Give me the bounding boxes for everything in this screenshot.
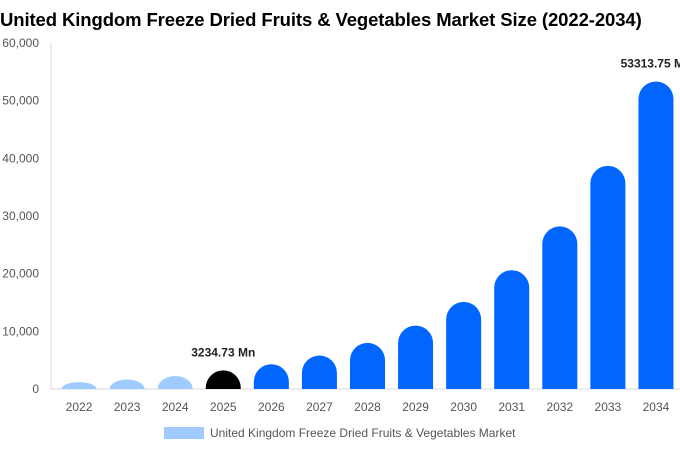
y-tick-label: 60,000 [2, 36, 39, 50]
legend: United Kingdom Freeze Dried Fruits & Veg… [164, 426, 515, 440]
x-tick-label: 2033 [595, 400, 622, 414]
chart-bars [61, 81, 674, 389]
bar-2026 [253, 364, 289, 389]
legend-swatch [164, 427, 204, 439]
legend-label: United Kingdom Freeze Dried Fruits & Veg… [210, 426, 516, 440]
bar-2034 [638, 81, 674, 389]
x-tick-label: 2028 [354, 400, 381, 414]
bar-2022 [61, 382, 97, 389]
bar-2025 [205, 370, 241, 389]
chart-labels: 2022 2023 2024 2025 2026 2027 2028 2029 2030 2031… [66, 57, 680, 414]
x-tick-label: 2023 [114, 400, 141, 414]
chart-title: United Kingdom Freeze Dried Fruits & Veg… [0, 9, 642, 30]
x-tick-label: 2022 [66, 400, 93, 414]
bar-2030 [446, 301, 482, 389]
bar-2024 [157, 376, 193, 389]
x-tick-label: 2026 [258, 400, 285, 414]
bar-2033 [590, 165, 626, 389]
y-tick-label: 10,000 [2, 324, 39, 338]
x-tick-label: 2027 [306, 400, 333, 414]
x-tick-label: 2029 [402, 400, 429, 414]
bar-2023 [109, 379, 145, 389]
x-tick-label: 2031 [498, 400, 525, 414]
bar-2028 [350, 342, 385, 389]
x-tick-label: 2024 [162, 400, 189, 414]
y-tick-label: 30,000 [2, 209, 39, 223]
x-tick-label: 2025 [210, 400, 237, 414]
data-label-2025: 3234.73 Mn [191, 345, 255, 359]
x-tick-label: 2032 [546, 400, 573, 414]
bar-2027 [301, 355, 337, 389]
x-tick-label: 2034 [643, 400, 670, 414]
bar-2031 [494, 270, 530, 389]
y-tick-label: 50,000 [2, 94, 39, 108]
bar-2029 [398, 325, 434, 389]
data-label-2034: 53313.75 Mn [621, 57, 680, 71]
x-tick-label: 2030 [450, 400, 477, 414]
y-tick-label: 0 [32, 382, 39, 396]
y-tick-label: 40,000 [2, 151, 39, 165]
y-tick-label: 20,000 [2, 267, 39, 281]
chart-axes: 0 10,000 20,000 30,000 40,000 50,000 60,000 [2, 36, 680, 396]
bar-2032 [542, 226, 578, 389]
